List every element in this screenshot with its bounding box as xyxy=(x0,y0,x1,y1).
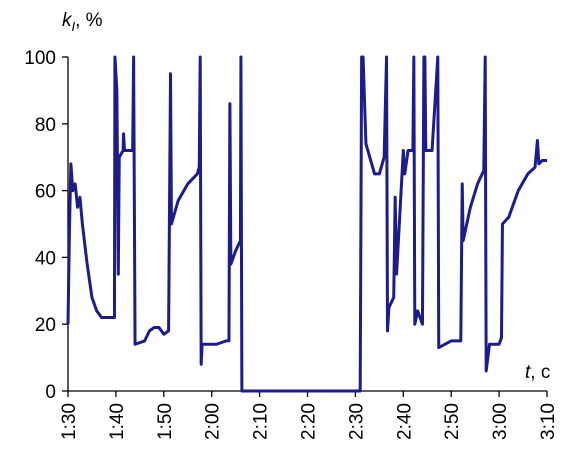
x-tick-label: 2:50 xyxy=(442,403,463,440)
x-tick-label: 3:00 xyxy=(490,403,511,440)
y-tick-label: 0 xyxy=(45,382,56,403)
x-axis-label: t, c xyxy=(525,362,550,383)
x-label-symbol: t xyxy=(525,362,531,383)
x-tick-label: 1:50 xyxy=(155,403,176,440)
x-tick-label: 1:40 xyxy=(107,403,128,440)
x-tick-label: 2:00 xyxy=(203,403,224,440)
x-tick-label: 2:20 xyxy=(299,403,320,440)
y-tick-label: 60 xyxy=(35,182,56,203)
x-tick-label: 2:40 xyxy=(394,403,415,440)
y-tick-label: 80 xyxy=(35,115,56,136)
y-label-unit: , % xyxy=(75,10,103,31)
x-label-unit: , c xyxy=(530,362,550,383)
y-label-subscript: I xyxy=(72,19,76,34)
y-tick-label: 20 xyxy=(35,315,56,336)
x-tick-label: 1:30 xyxy=(59,403,80,440)
y-axis-label: kI, % xyxy=(62,10,103,34)
data-line xyxy=(66,55,547,393)
x-tick-label: 2:10 xyxy=(251,403,272,440)
x-tick-label: 2:30 xyxy=(346,403,367,440)
x-tick-label: 3:10 xyxy=(538,403,559,440)
y-tick-label: 100 xyxy=(24,48,56,69)
y-tick-label: 40 xyxy=(35,248,56,269)
y-label-symbol: k xyxy=(62,10,73,31)
